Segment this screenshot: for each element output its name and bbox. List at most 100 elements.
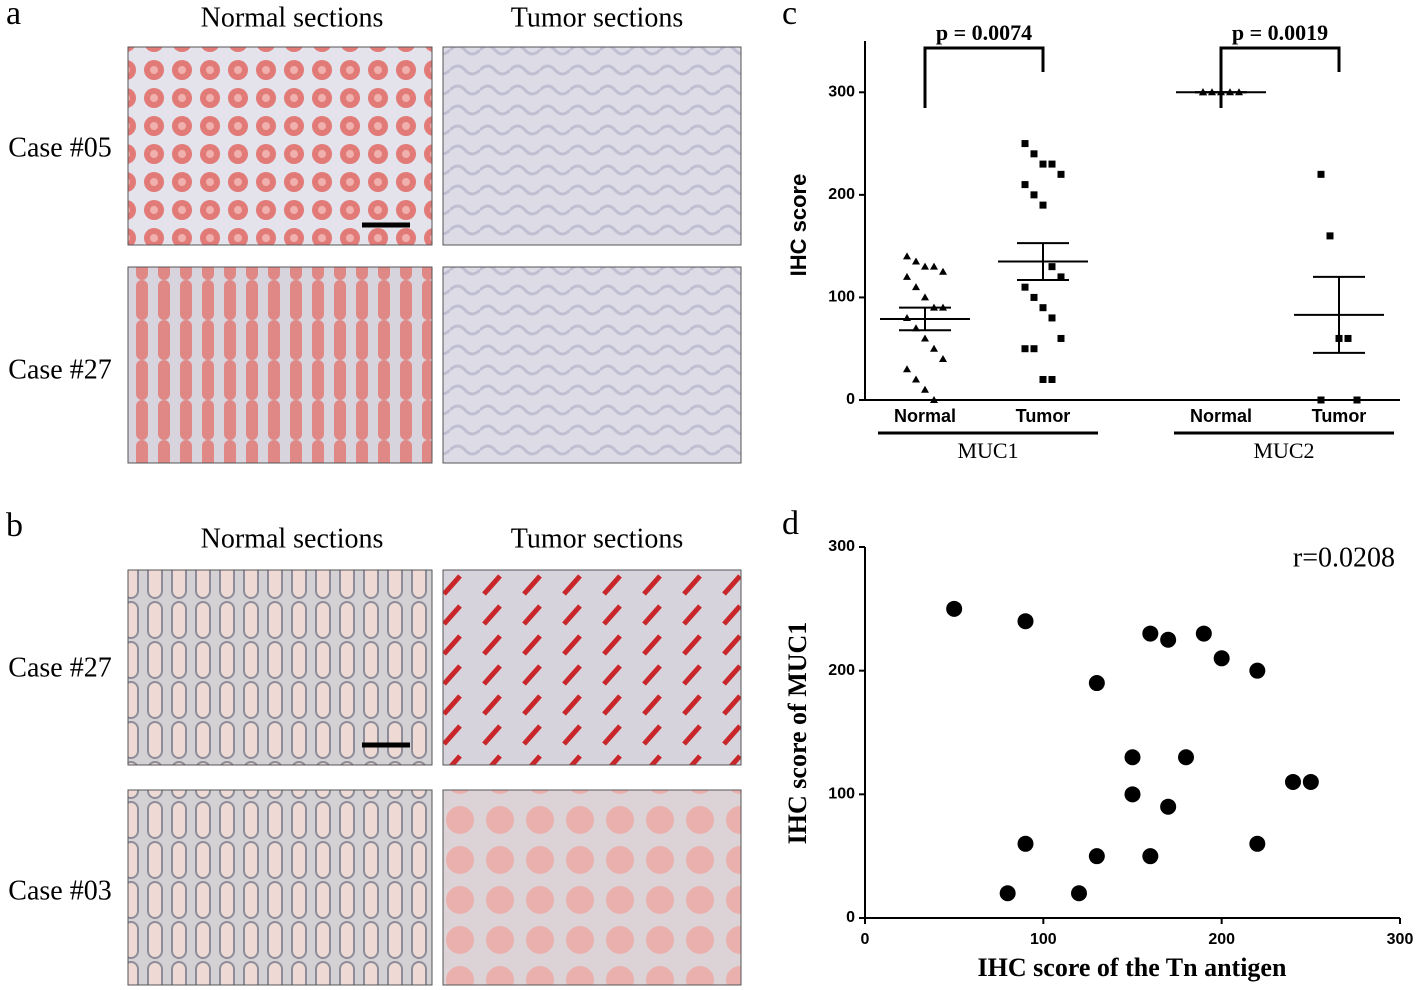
panel-label: d xyxy=(782,505,799,542)
y-tick-label: 300 xyxy=(828,538,855,555)
scatter-point xyxy=(1249,835,1266,852)
scatter-point xyxy=(946,600,963,617)
x-axis-label: IHC score of the Tn antigen xyxy=(978,953,1287,982)
group-label: MUC2 xyxy=(1253,438,1314,463)
triangle-point xyxy=(939,267,947,275)
micrograph xyxy=(127,46,433,246)
y-tick-label: 0 xyxy=(846,391,855,408)
square-point xyxy=(1317,170,1325,178)
triangle-point xyxy=(912,283,920,291)
x-tick-label: 100 xyxy=(1030,931,1057,948)
row-label: Case #27 xyxy=(8,652,111,683)
p-value: p = 0.0019 xyxy=(1232,20,1328,45)
square-point xyxy=(1317,396,1325,404)
micrograph xyxy=(442,569,742,766)
x-tick-label: 300 xyxy=(1387,931,1414,948)
p-value: p = 0.0074 xyxy=(936,20,1032,45)
scatter-point xyxy=(1142,625,1159,642)
y-tick-label: 200 xyxy=(828,662,855,679)
square-point xyxy=(1057,273,1065,281)
panel-label: b xyxy=(6,507,23,544)
panel-label: c xyxy=(782,0,797,32)
square-point xyxy=(1057,170,1065,178)
x-tick-label: 0 xyxy=(861,931,870,948)
micrograph xyxy=(442,266,742,464)
scatter-point xyxy=(999,885,1016,902)
y-tick-label: 100 xyxy=(828,289,855,306)
scatter-point xyxy=(1285,773,1301,790)
scatter-point xyxy=(1249,662,1266,679)
micrograph xyxy=(127,569,433,766)
y-tick-label: 300 xyxy=(828,84,855,101)
micrograph xyxy=(442,789,742,986)
row-label: Case #05 xyxy=(8,132,111,163)
square-point xyxy=(1326,232,1334,240)
square-point xyxy=(1030,293,1038,301)
significance-bracket xyxy=(923,46,1045,108)
row-label: Case #27 xyxy=(8,354,111,385)
square-point xyxy=(1048,314,1056,322)
micrograph xyxy=(127,266,433,464)
scatter-point xyxy=(1160,631,1177,648)
column-title: Normal sections xyxy=(201,523,384,554)
scatter-point xyxy=(1071,885,1087,902)
square-point xyxy=(1021,140,1029,148)
panel-images xyxy=(127,46,742,986)
triangle-point xyxy=(930,262,938,270)
x-tick-label: Normal xyxy=(1190,406,1252,426)
triangle-point xyxy=(930,344,938,352)
square-point xyxy=(1021,283,1029,291)
x-tick-label: Tumor xyxy=(1016,406,1071,426)
scatter-point xyxy=(1088,848,1105,865)
triangle-point xyxy=(930,396,938,403)
square-point xyxy=(1030,191,1038,199)
square-point xyxy=(1039,201,1047,209)
triangle-point xyxy=(921,334,929,342)
x-tick-label: 200 xyxy=(1208,931,1235,948)
triangle-point xyxy=(939,354,947,362)
scatter-point xyxy=(1213,650,1230,667)
square-point xyxy=(1048,375,1056,383)
triangle-point xyxy=(912,375,920,383)
scatter-point xyxy=(1302,773,1319,790)
scatter-point xyxy=(1088,675,1105,692)
x-tick-label: Tumor xyxy=(1312,406,1367,426)
significance-bracket xyxy=(1219,46,1341,108)
triangle-point xyxy=(903,272,911,280)
y-axis-label: IHC score xyxy=(786,174,811,277)
scatter-point xyxy=(1160,798,1177,815)
square-point xyxy=(1048,263,1056,271)
square-point xyxy=(1039,304,1047,312)
x-tick-label: Normal xyxy=(894,406,956,426)
micrograph xyxy=(127,789,433,986)
triangle-point xyxy=(903,252,911,260)
column-title: Normal sections xyxy=(201,2,384,33)
row-label: Case #03 xyxy=(8,875,111,906)
y-tick-label: 0 xyxy=(846,909,855,926)
annotation: r=0.0208 xyxy=(1293,542,1395,573)
panel-label: a xyxy=(6,0,21,32)
triangle-point xyxy=(921,262,929,270)
scatter-point xyxy=(1178,749,1194,766)
column-title: Tumor sections xyxy=(511,523,683,554)
scatter-point xyxy=(1142,848,1159,865)
scatter-point xyxy=(1017,613,1034,630)
scatter-point xyxy=(1017,835,1034,852)
y-tick-label: 100 xyxy=(828,786,855,803)
scatter-point xyxy=(1124,786,1141,803)
triangle-point xyxy=(912,257,920,265)
micrograph xyxy=(442,46,742,246)
square-point xyxy=(1039,375,1047,383)
triangle-point xyxy=(921,293,929,301)
column-title: Tumor sections xyxy=(511,2,683,33)
square-point xyxy=(1048,160,1056,168)
y-tick-label: 200 xyxy=(828,186,855,203)
square-point xyxy=(1030,150,1038,158)
group-label: MUC1 xyxy=(957,438,1018,463)
triangle-point xyxy=(921,385,929,393)
square-point xyxy=(1353,396,1361,404)
y-axis-label: IHC score of MUC1 xyxy=(783,622,812,845)
scatter-point xyxy=(1195,625,1212,642)
